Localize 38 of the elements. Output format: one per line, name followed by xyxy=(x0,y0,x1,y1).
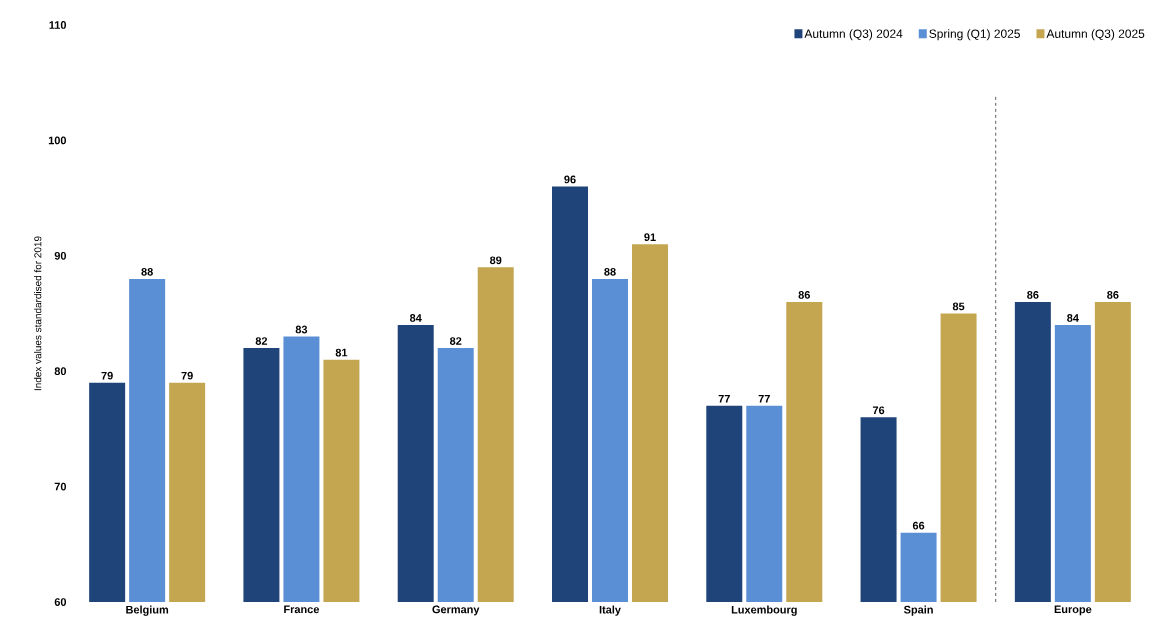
data-label: 82 xyxy=(449,337,462,345)
x-tick-label: Europe xyxy=(1054,605,1092,616)
data-label: 79 xyxy=(101,371,113,380)
data-label: 84 xyxy=(1067,314,1079,322)
x-tick-label: Italy xyxy=(599,605,621,616)
data-label: 76 xyxy=(872,406,885,415)
data-label: 91 xyxy=(644,233,656,242)
y-tick-label: 60 xyxy=(54,598,67,606)
x-tick-label: France xyxy=(284,605,320,614)
data-label: 77 xyxy=(758,395,770,403)
data-label: 82 xyxy=(255,337,268,345)
y-tick-label: 110 xyxy=(49,21,67,29)
x-tick-label: Spain xyxy=(903,605,933,616)
legend-label: Spring (Q1) 2025 xyxy=(929,29,1020,41)
data-label: 85 xyxy=(952,302,965,311)
legend-label: Autumn (Q3) 2024 xyxy=(804,29,903,41)
data-label: 88 xyxy=(604,267,616,276)
data-label: 89 xyxy=(489,256,502,265)
data-label: 77 xyxy=(718,395,730,403)
data-label: 88 xyxy=(141,267,153,276)
data-label: 84 xyxy=(409,314,422,322)
y-tick-label: 70 xyxy=(54,482,67,491)
y-tick-label: 100 xyxy=(48,136,67,145)
y-axis-title: Index values standardised for 2019 xyxy=(34,236,42,391)
legend-label: Autumn (Q3) 2025 xyxy=(1046,29,1145,41)
data-label: 79 xyxy=(181,371,193,380)
x-tick-label: Germany xyxy=(432,605,480,616)
data-label: 66 xyxy=(912,521,925,530)
data-label: 83 xyxy=(295,325,308,334)
y-tick-label: 90 xyxy=(54,251,67,260)
y-tick-label: 80 xyxy=(54,367,67,376)
x-tick-label: Belgium xyxy=(126,605,169,616)
data-label: 96 xyxy=(564,175,576,184)
data-label: 86 xyxy=(1107,291,1119,299)
data-label: 86 xyxy=(1027,291,1039,299)
data-label: 86 xyxy=(798,291,810,299)
x-tick-label: Luxembourg xyxy=(731,605,797,616)
data-label: 81 xyxy=(335,348,348,357)
